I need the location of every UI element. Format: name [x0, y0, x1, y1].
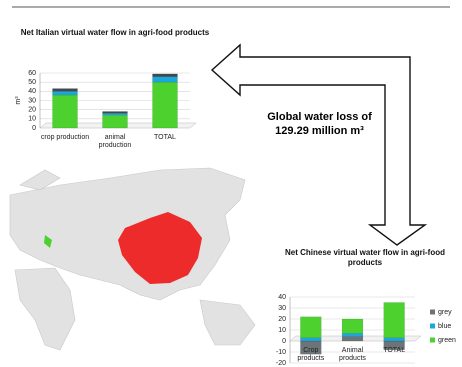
y-tick-label: 20: [278, 316, 286, 323]
bar-segment: [341, 333, 364, 337]
flow-arrow: [210, 43, 428, 246]
bar-segment: [152, 81, 178, 129]
bar-segment: [341, 318, 364, 334]
y-tick-label: 0: [282, 338, 286, 345]
china: [118, 212, 202, 284]
x-tick-label: Animal products: [339, 347, 366, 362]
bar-segment: [52, 94, 78, 129]
legend-swatch: [430, 337, 435, 343]
y-tick-label: 0: [32, 125, 36, 132]
italy: [44, 235, 52, 248]
y-tick-label: 40: [28, 88, 36, 95]
y-tick-label: -20: [276, 360, 286, 367]
y-tick-label: -10: [276, 349, 286, 356]
bar-segment: [102, 111, 128, 114]
chart-title: Net Italian virtual water flow in agri-f…: [20, 28, 210, 37]
bar-segment: [383, 337, 405, 342]
y-tick-label: 30: [28, 97, 36, 104]
legend-label: blue: [438, 323, 451, 330]
y-axis-label: m³: [15, 96, 22, 105]
legend-label: green: [438, 337, 456, 344]
annotation: Global water loss of 129.29 million m³: [267, 111, 372, 137]
y-tick-label: 30: [278, 305, 286, 312]
bar-segment: [102, 114, 128, 129]
bar-segment: [383, 302, 405, 338]
y-tick-label: 10: [28, 116, 36, 123]
bar-segment: [300, 316, 322, 338]
bar-segment: [52, 91, 78, 96]
bar-segment: [152, 73, 178, 77]
y-tick-label: 50: [28, 79, 36, 86]
bar-segment: [300, 337, 322, 342]
chart-title: Net Chinese virtual water flow in agri-f…: [284, 248, 446, 267]
bar-segment: [102, 113, 128, 116]
y-tick-label: 20: [28, 107, 36, 114]
bar-segment: [341, 336, 364, 342]
legend-swatch: [430, 309, 435, 315]
y-tick-label: 60: [28, 70, 36, 77]
x-tick-label: animal production: [98, 134, 132, 149]
y-tick-label: 40: [278, 294, 286, 301]
bar-segment: [152, 76, 178, 83]
legend-swatch: [430, 323, 435, 329]
y-tick-label: 10: [278, 327, 286, 334]
legend-label: grey: [438, 309, 452, 316]
bar-segment: [52, 88, 78, 92]
x-tick-label: crop production: [40, 134, 90, 141]
x-tick-label: TOTAL: [383, 347, 406, 354]
x-tick-label: TOTAL: [154, 134, 176, 141]
x-tick-label: Crop products: [297, 347, 325, 362]
